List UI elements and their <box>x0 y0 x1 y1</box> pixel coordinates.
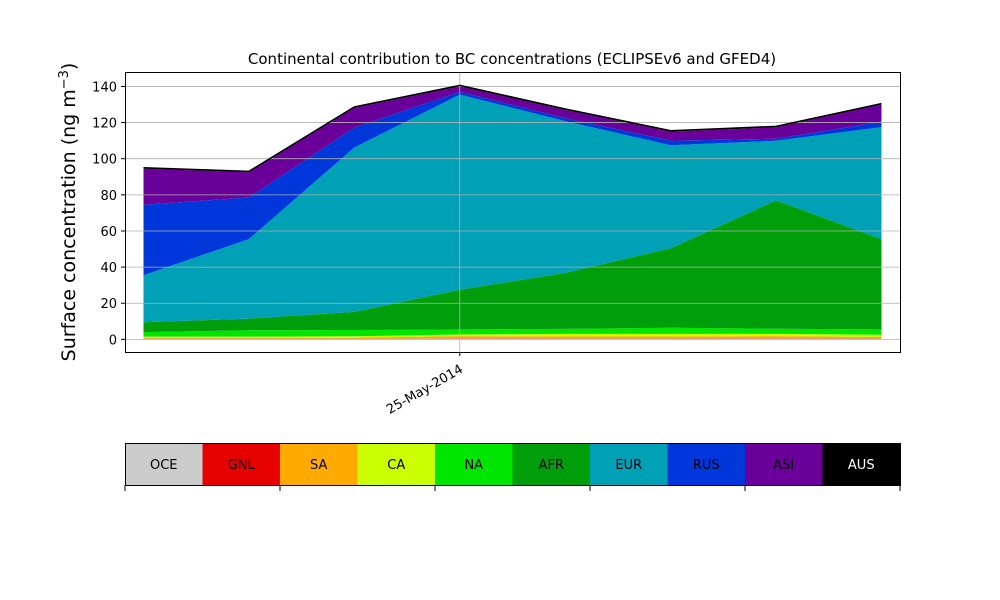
area-ca <box>143 333 882 338</box>
plot-frame <box>125 72 901 353</box>
colorbar-label-sa: SA <box>310 458 327 473</box>
colorbar-swatch-ca <box>357 443 436 485</box>
y-axis: 0 20 40 60 80 100 120 140 <box>92 80 125 348</box>
area-rus <box>143 91 882 276</box>
colorbar-label-na: NA <box>464 458 483 473</box>
grid <box>125 72 900 352</box>
y-tick-label: 140 <box>92 80 117 95</box>
area-na <box>143 327 882 337</box>
colorbar-label-oce: OCE <box>150 458 178 473</box>
colorbar-label-rus: RUS <box>693 458 720 473</box>
colorbar: OCE GNL SA CA NA AFR EUR RUS ASI AUS <box>124 443 901 491</box>
colorbar-label-afr: AFR <box>539 458 564 473</box>
chart-title: Continental contribution to BC concentra… <box>248 50 776 68</box>
area-eur <box>143 94 882 323</box>
colorbar-swatch-rus <box>667 443 746 485</box>
series-line-total <box>143 84 882 173</box>
colorbar-label-gnl: GNL <box>228 458 256 473</box>
y-tick-label: 40 <box>100 261 117 276</box>
y-tick-label: 100 <box>92 153 117 168</box>
y-tick-label: 80 <box>100 189 117 204</box>
area-asi <box>143 86 882 205</box>
colorbar-label-eur: EUR <box>615 458 642 473</box>
total-outline <box>143 84 882 173</box>
area-afr <box>143 200 882 333</box>
colorbar-swatch-gnl <box>202 443 281 485</box>
x-tick-label: 25-May-2014 <box>384 362 466 418</box>
colorbar-label-ca: CA <box>387 458 405 473</box>
y-axis-label: Surface concentration (ng m−3) <box>57 63 80 362</box>
y-tick-label: 120 <box>92 117 117 132</box>
colorbar-swatch-afr <box>512 443 591 485</box>
y-tick-label: 60 <box>100 225 117 240</box>
colorbar-frame <box>125 443 901 486</box>
colorbar-label-asi: ASI <box>773 458 794 473</box>
y-tick-label: 20 <box>100 297 117 312</box>
colorbar-swatch-oce <box>125 443 203 485</box>
colorbar-swatch-asi <box>745 443 823 485</box>
y-tick-label: 0 <box>109 333 117 348</box>
area-sa <box>143 336 882 339</box>
x-axis: 25-May-2014 <box>384 352 466 418</box>
colorbar-label-aus: AUS <box>848 458 875 473</box>
colorbar-swatch-sa <box>280 443 358 485</box>
colorbar-swatch-aus <box>822 443 901 485</box>
colorbar-swatch-na <box>435 443 513 485</box>
plot-area <box>143 85 882 340</box>
colorbar-swatch-eur <box>590 443 668 485</box>
